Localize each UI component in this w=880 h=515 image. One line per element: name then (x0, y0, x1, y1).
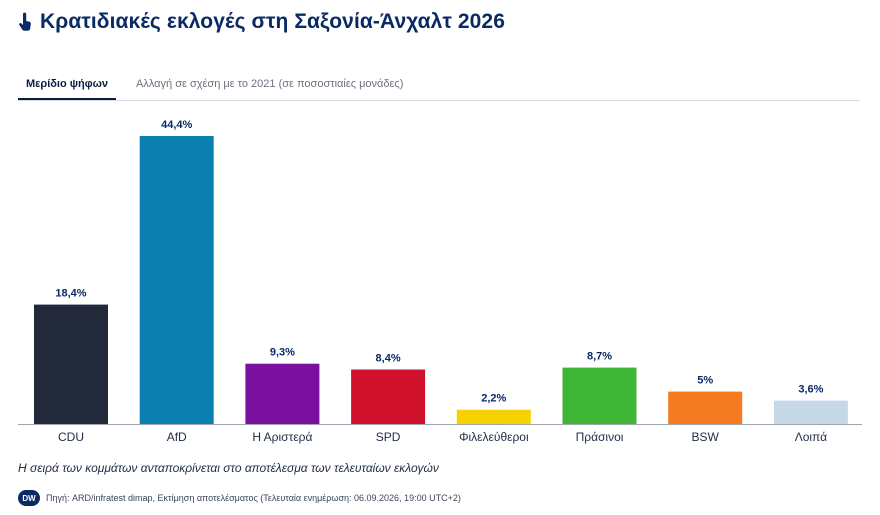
bar-value-label-4: 2,2% (481, 393, 506, 405)
bar-value-label-6: 5% (697, 375, 713, 387)
footer: DW Πηγή: ARD/infratest dimap, Εκτίμηση α… (18, 490, 461, 506)
tap-hand-icon (18, 12, 32, 32)
bar-1[interactable] (139, 136, 214, 424)
bar-5[interactable] (562, 367, 637, 424)
bar-6[interactable] (668, 391, 743, 424)
title-row: Κρατιδιακές εκλογές στη Σαξονία-Άνχαλτ 2… (18, 10, 505, 34)
tab-bar: Μερίδιο ψήφων Αλλαγή σε σχέση με το 2021… (18, 72, 860, 101)
bar-value-label-3: 8,4% (376, 353, 401, 365)
category-label-0: CDU (58, 430, 84, 444)
category-label-2: Η Αριστερά (252, 430, 312, 444)
tab-change-since-2021[interactable]: Αλλαγή σε σχέση με το 2021 (σε ποσοστιαί… (136, 78, 404, 90)
bar-7[interactable] (773, 400, 848, 424)
bar-value-label-5: 8,7% (587, 351, 612, 363)
category-label-5: Πράσινοι (576, 430, 624, 444)
dw-logo: DW (18, 490, 40, 506)
bar-0[interactable] (34, 304, 108, 424)
category-label-3: SPD (376, 430, 401, 444)
bar-value-label-1: 44,4% (161, 119, 192, 131)
bar-2[interactable] (245, 363, 320, 424)
bar-value-label-0: 18,4% (55, 288, 86, 300)
bar-4[interactable] (456, 409, 531, 424)
category-label-1: AfD (167, 430, 187, 444)
category-label-6: BSW (692, 430, 720, 444)
bar-chart: 18,4% CDU 44,4% AfD 9,3% Η Αριστερά 8,4% SPD 2,2… (18, 119, 862, 444)
category-label-4: Φιλελεύθεροι (459, 430, 529, 444)
bar-3[interactable] (351, 369, 426, 425)
tab-vote-share[interactable]: Μερίδιο ψήφων (18, 78, 117, 100)
chart-note: Η σειρά των κομμάτων ανταποκρίνεται στο … (18, 461, 439, 475)
bar-value-label-7: 3,6% (798, 384, 823, 396)
page-title: Κρατιδιακές εκλογές στη Σαξονία-Άνχαλτ 2… (40, 10, 505, 33)
source-text: Πηγή: ARD/infratest dimap, Εκτίμηση αποτ… (46, 493, 461, 503)
category-label-7: Λοιπά (795, 430, 827, 444)
bar-value-label-2: 9,3% (270, 347, 295, 359)
